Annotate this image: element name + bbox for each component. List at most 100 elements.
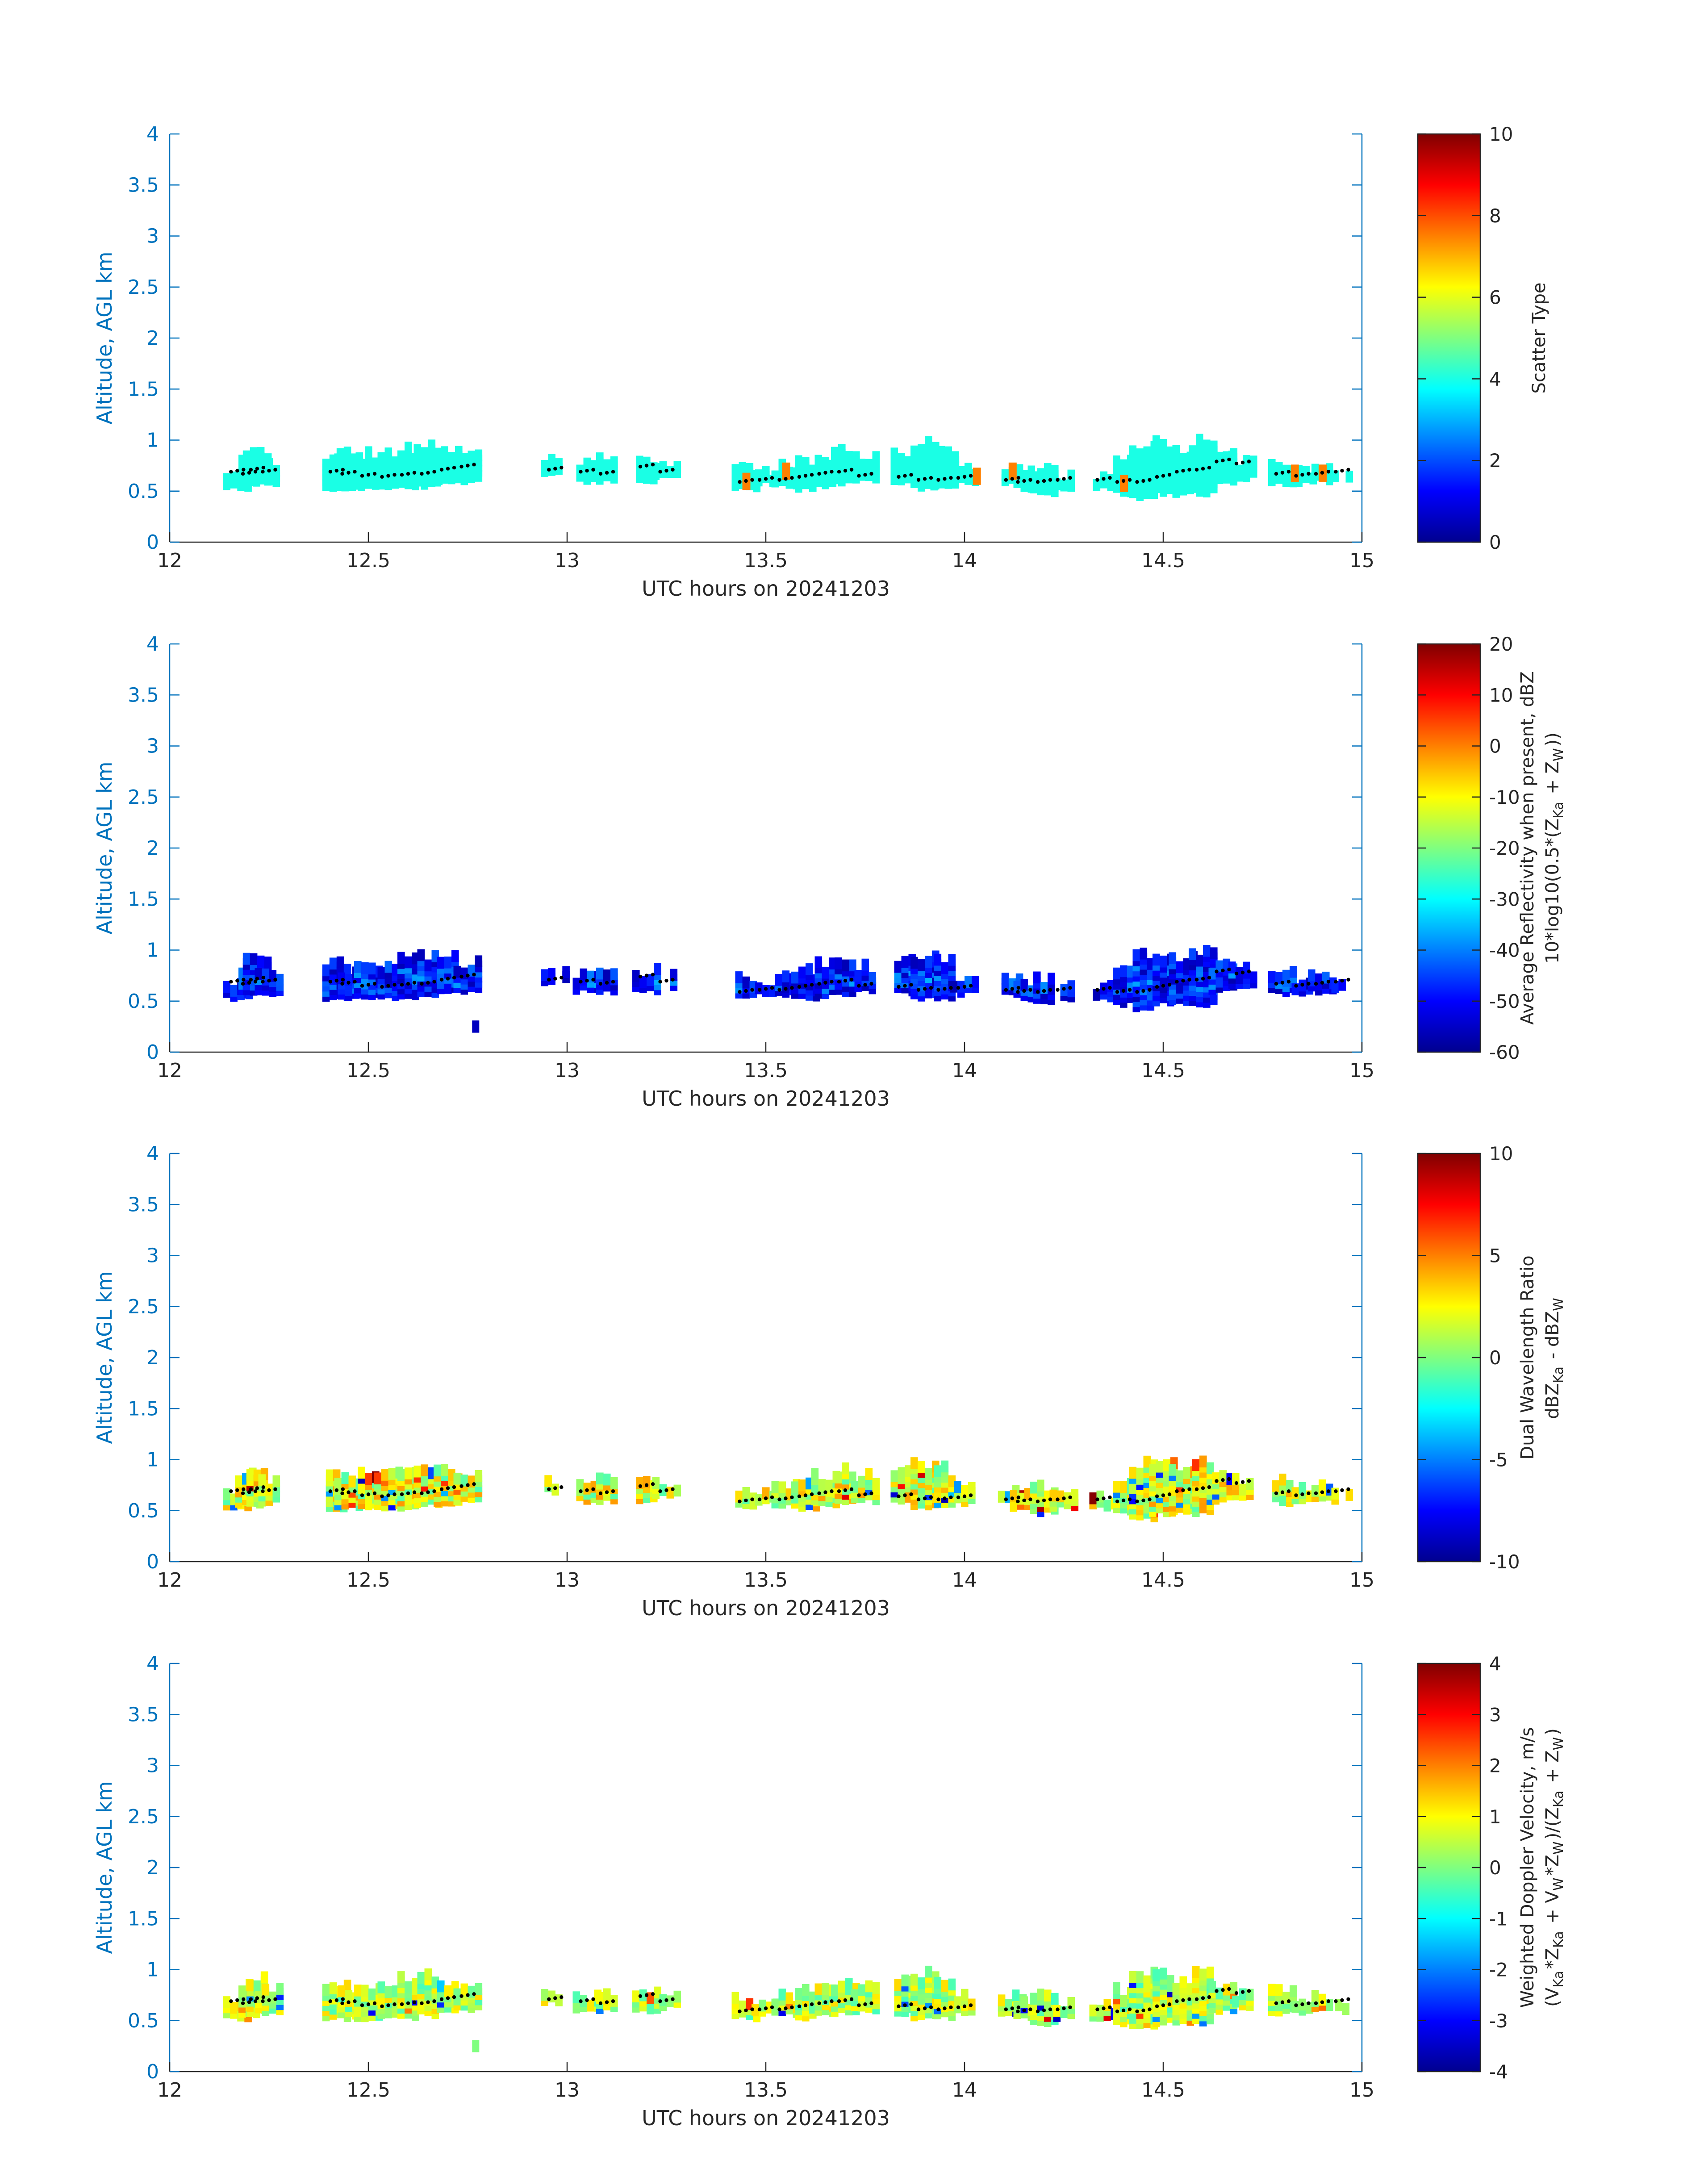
heatmap-cell: [444, 1985, 452, 1997]
heatmap-cell: [1167, 1975, 1174, 1987]
heatmap-cell: [1208, 461, 1216, 473]
cloud-base-dot: [658, 980, 662, 984]
cloud-base-dot: [1036, 2009, 1040, 2014]
heatmap-cell: [1048, 973, 1055, 985]
cloud-base-dot: [1221, 1988, 1225, 1992]
heatmap-cell: [1207, 1966, 1214, 1979]
cloud-base-dot: [253, 1489, 258, 1493]
cloud-base-dot: [432, 470, 436, 474]
cloud-base-dot: [936, 1497, 940, 1501]
cloud-base-dot: [664, 1488, 668, 1492]
cloud-base-dot: [962, 985, 967, 989]
cloud-base-dot: [353, 1489, 357, 1493]
cloud-base-dot: [790, 1495, 794, 1500]
cloud-base-dot: [1155, 2004, 1159, 2008]
heatmap-cell: [948, 954, 956, 966]
heatmap-cell: [1167, 446, 1174, 459]
heatmap-cell: [898, 1467, 906, 1479]
cloud-base-dot: [1187, 468, 1191, 472]
cloud-base-dot: [273, 1487, 277, 1491]
cloud-base-dot: [439, 468, 444, 472]
x-axis-label: UTC hours on 20241203: [642, 577, 890, 601]
heatmap-cell: [742, 976, 750, 989]
heatmap-cell: [782, 462, 790, 480]
cloud-base-dot: [1028, 2007, 1032, 2011]
cloud-base-dot: [439, 978, 444, 982]
cloud-base-dot: [903, 984, 907, 988]
cloud-base-dot: [255, 467, 259, 471]
cloud-base-dot: [1016, 990, 1020, 994]
heatmap-cell: [451, 950, 459, 962]
heatmap-cells: [223, 944, 1346, 1033]
cloud-base-dot: [849, 1997, 854, 2001]
cloud-base-dot: [897, 2004, 901, 2008]
cloud-base-dot: [1194, 468, 1199, 472]
cloud-base-dot: [1148, 2007, 1152, 2011]
cloud-base-dot: [579, 470, 583, 474]
cloud-base-dot: [247, 2000, 251, 2004]
cloud-base-dot: [472, 463, 476, 467]
cloud-base-dot: [347, 1490, 351, 1494]
heatmap-cell: [865, 1980, 873, 1993]
cloud-base-dot: [1068, 476, 1072, 480]
heatmap-cell: [910, 957, 918, 969]
cloud-base-dot: [472, 1992, 476, 1996]
cloud-base-dot: [1234, 461, 1239, 466]
cloud-base-dot: [412, 981, 417, 985]
heatmap-cell: [890, 1470, 898, 1482]
colorbar-tick-label: -10: [1489, 1551, 1520, 1573]
heatmap-cell: [348, 1475, 356, 1488]
heatmap-cell: [731, 1992, 739, 2004]
cloud-base-dot: [242, 978, 246, 982]
cloud-base-dot: [843, 978, 848, 983]
heatmap-cell: [652, 1477, 660, 1489]
cloud-base-dot: [273, 1997, 277, 2001]
heatmap-cell: [1071, 1489, 1079, 1501]
heatmap-cell: [872, 1478, 880, 1490]
heatmap-cell: [1089, 1492, 1097, 1504]
cloud-base-dot: [929, 476, 933, 480]
heatmap-cell: [1207, 1462, 1214, 1475]
heatmap-cell: [1169, 952, 1177, 964]
cloud-base-dot: [777, 1497, 781, 1501]
heatmap-cell: [603, 1988, 611, 2001]
x-tick-label: 12: [157, 1569, 182, 1592]
heatmap-cell: [1127, 965, 1135, 978]
cloud-base-dot: [1215, 1479, 1219, 1483]
heatmap-cell: [778, 1989, 786, 2001]
cloud-base-dot: [1056, 1497, 1060, 1501]
cloud-base-dot: [1056, 478, 1060, 482]
heatmap-cell: [1143, 1455, 1151, 1468]
heatmap-cell: [934, 1976, 942, 1989]
cloud-base-dot: [261, 1489, 265, 1493]
cloud-base-dot: [770, 1495, 774, 1500]
heatmap-cell: [1120, 1995, 1128, 2007]
cloud-base-dot: [1016, 476, 1020, 480]
x-tick-label: 12: [157, 549, 182, 572]
heatmap-cell: [596, 1992, 604, 2004]
x-tick-label: 12.5: [347, 549, 390, 572]
heatmap-cell: [1275, 1984, 1283, 1996]
heatmap-cell: [1147, 958, 1155, 970]
y-tick-label: 3.5: [128, 1193, 159, 1216]
heatmap-cell: [1189, 948, 1196, 961]
heatmap-cell: [1291, 1487, 1299, 1499]
cloud-base-dot: [1207, 465, 1211, 470]
cloud-base-dot: [1181, 978, 1185, 983]
heatmap-cell: [1172, 445, 1180, 457]
cloud-base-dot: [426, 1490, 430, 1494]
heatmap-cell: [1172, 1983, 1180, 1995]
cloud-base-dot: [843, 468, 848, 473]
cloud-base-dot: [420, 472, 424, 476]
cloud-base-dot: [253, 470, 258, 474]
heatmap-cell: [861, 958, 869, 971]
heatmap-cell: [397, 1971, 405, 1983]
heatmap-cell: [1176, 1470, 1184, 1483]
heatmap-cell: [246, 1469, 254, 1481]
heatmap-cell: [865, 1468, 873, 1480]
cloud-base-dot: [380, 1494, 384, 1498]
heatmap-cell: [894, 1979, 902, 1991]
x-tick-label: 12.5: [347, 1569, 390, 1592]
cloud-base-dot: [1346, 468, 1350, 472]
heatmap-cell: [944, 446, 952, 459]
